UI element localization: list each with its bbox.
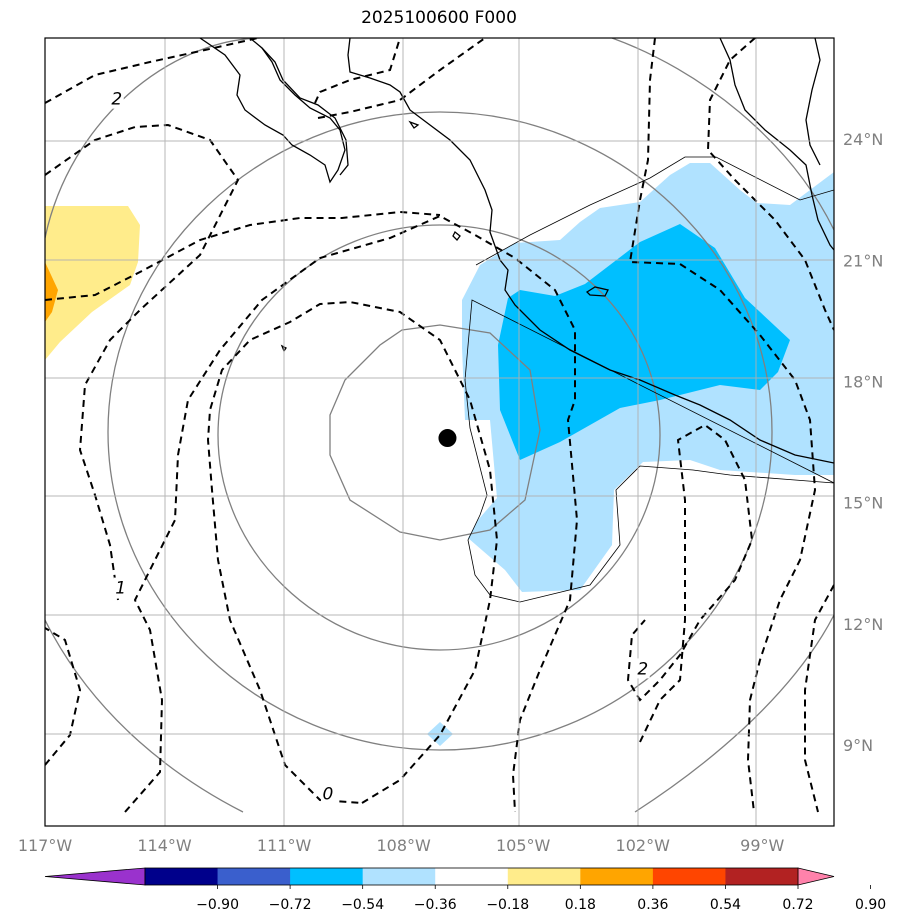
contour-label-bg-0: [109, 88, 124, 109]
gray-contour-4: [45, 38, 261, 239]
island-4: [408, 120, 420, 129]
dashed-contour-6: [314, 38, 401, 104]
dashed-contour-5: [45, 38, 259, 104]
gulf-coast-north: [805, 38, 821, 166]
lon-label-1: 114°W: [137, 836, 192, 855]
dashed-contours: [45, 38, 834, 813]
thin-outline-contour: [464, 156, 834, 603]
positive-shading-light: [45, 206, 140, 360]
colorbar-extend-low: [44, 867, 146, 886]
lon-label-3: 108°W: [376, 836, 431, 855]
gray-contour-2: [217, 224, 661, 651]
colorbar-bin-7: [652, 868, 726, 885]
gray-contour-3: [107, 111, 773, 751]
contour-label-bg-2: [320, 783, 335, 804]
lat-label-5: 9°N: [843, 736, 873, 755]
gray-contour-7: [634, 614, 834, 813]
colorbar-bin-5: [507, 868, 581, 885]
colorbar-bin-2: [290, 868, 364, 885]
contour-label-1: 1: [115, 579, 126, 599]
dashed-contour-4: [45, 123, 240, 601]
dashed-contour-10: [626, 423, 754, 743]
lon-label-5: 102°W: [616, 836, 671, 855]
colorbar-bin-6: [580, 868, 654, 885]
contour-labels: 2 1 0 2: [109, 88, 650, 805]
dashed-contour-8: [628, 38, 817, 813]
gray-contour-5: [45, 619, 244, 813]
lat-label-2: 18°N: [843, 372, 883, 391]
dashed-contour-3: [45, 210, 441, 301]
colorbar-label-5: 0.18: [565, 897, 596, 913]
contour-label-bg-3: [635, 658, 650, 679]
colorbar-bin-0: [145, 868, 219, 885]
island-1: [452, 230, 461, 241]
colorbar-bin-1: [217, 868, 291, 885]
colorbar-label-2: −0.54: [341, 897, 384, 913]
colorbar: −0.90 −0.72 −0.54 −0.36 −0.18 0.18 0.36 0.54 0.7…: [44, 867, 886, 913]
colorbar-label-9: 0.90: [855, 897, 886, 913]
gulf-coast: [719, 38, 834, 251]
longitude-labels: 117°W 114°W 111°W 108°W 105°W 102°W 99°W: [18, 836, 785, 855]
colorbar-label-8: 0.72: [782, 897, 813, 913]
lon-label-4: 105°W: [496, 836, 551, 855]
lon-label-2: 111°W: [257, 836, 312, 855]
colorbar-label-0: −0.90: [196, 897, 239, 913]
colorbar-extend-high: [797, 867, 835, 886]
colorbar-bin-8: [725, 868, 799, 885]
latitude-labels: 24°N 21°N 18°N 15°N 12°N 9°N: [843, 130, 883, 755]
colorbar-label-4: −0.18: [486, 897, 529, 913]
lat-label-3: 15°N: [843, 494, 883, 513]
dashed-contour-1: [124, 214, 579, 813]
map-frame: [44, 37, 835, 827]
contour-label-2: 0: [323, 785, 334, 805]
colorbar-bin-3: [362, 868, 436, 885]
baja-coast-west: [199, 38, 346, 184]
negative-shading-medium: [498, 224, 790, 460]
island-2: [585, 286, 609, 297]
storm-center-marker: [438, 429, 457, 448]
contour-label-0: 2: [111, 90, 122, 110]
dashed-contour-11: [804, 584, 834, 813]
gray-contour-1: [329, 324, 541, 541]
shading-layer: [45, 163, 834, 746]
lat-label-0: 24°N: [843, 130, 883, 149]
dashed-contour-7: [317, 38, 486, 119]
colorbar-label-6: 0.36: [637, 897, 668, 913]
positive-shading-orange: [45, 262, 58, 322]
lon-label-6: 99°W: [740, 836, 784, 855]
dashed-contour-2: [45, 627, 82, 766]
colorbar-label-3: −0.36: [414, 897, 457, 913]
baja-coast-east: [261, 47, 349, 176]
gridlines: [45, 38, 834, 826]
contour-label-bg-1: [113, 577, 128, 598]
colorbar-label-1: −0.72: [269, 897, 312, 913]
dashed-contour-0: [206, 300, 499, 804]
lon-label-0: 117°W: [18, 836, 73, 855]
chart-title: 2025100600 F000: [361, 8, 517, 28]
colorbar-bin-4: [435, 868, 509, 885]
contour-label-3: 2: [637, 659, 648, 679]
colorbar-label-7: 0.54: [710, 897, 741, 913]
colorbar-outline: [144, 867, 799, 886]
dashed-contour-9: [706, 38, 834, 331]
lat-label-4: 12°N: [843, 615, 883, 634]
lat-label-1: 21°N: [843, 251, 883, 270]
